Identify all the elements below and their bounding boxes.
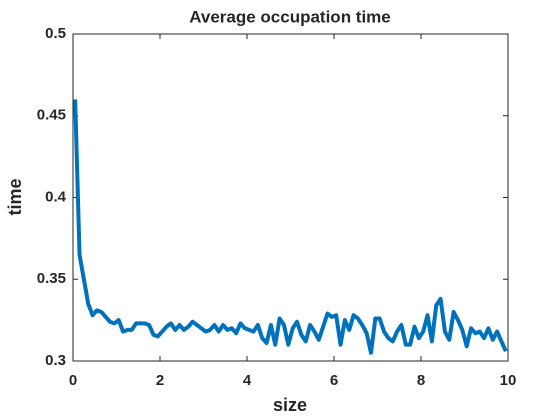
- x-tick-label: 8: [417, 372, 425, 389]
- data-line: [73, 99, 508, 355]
- y-tick-label: 0.3: [45, 352, 66, 369]
- y-tick-label: 0.45: [37, 107, 66, 124]
- x-tick-label: 2: [156, 372, 164, 389]
- x-tick-label: 10: [500, 372, 517, 389]
- x-tick-label: 0: [69, 372, 77, 389]
- axes-box: [72, 33, 509, 362]
- chart-title: Average occupation time: [189, 7, 391, 26]
- y-tick-label: 0.4: [45, 188, 67, 205]
- x-tick-label: 4: [243, 372, 252, 389]
- y-tick-label: 0.35: [37, 270, 66, 287]
- y-tick-label: 0.5: [45, 25, 66, 42]
- x-axis-label: size: [273, 395, 307, 415]
- y-axis-label: time: [5, 178, 25, 215]
- x-tick-label: 6: [330, 372, 338, 389]
